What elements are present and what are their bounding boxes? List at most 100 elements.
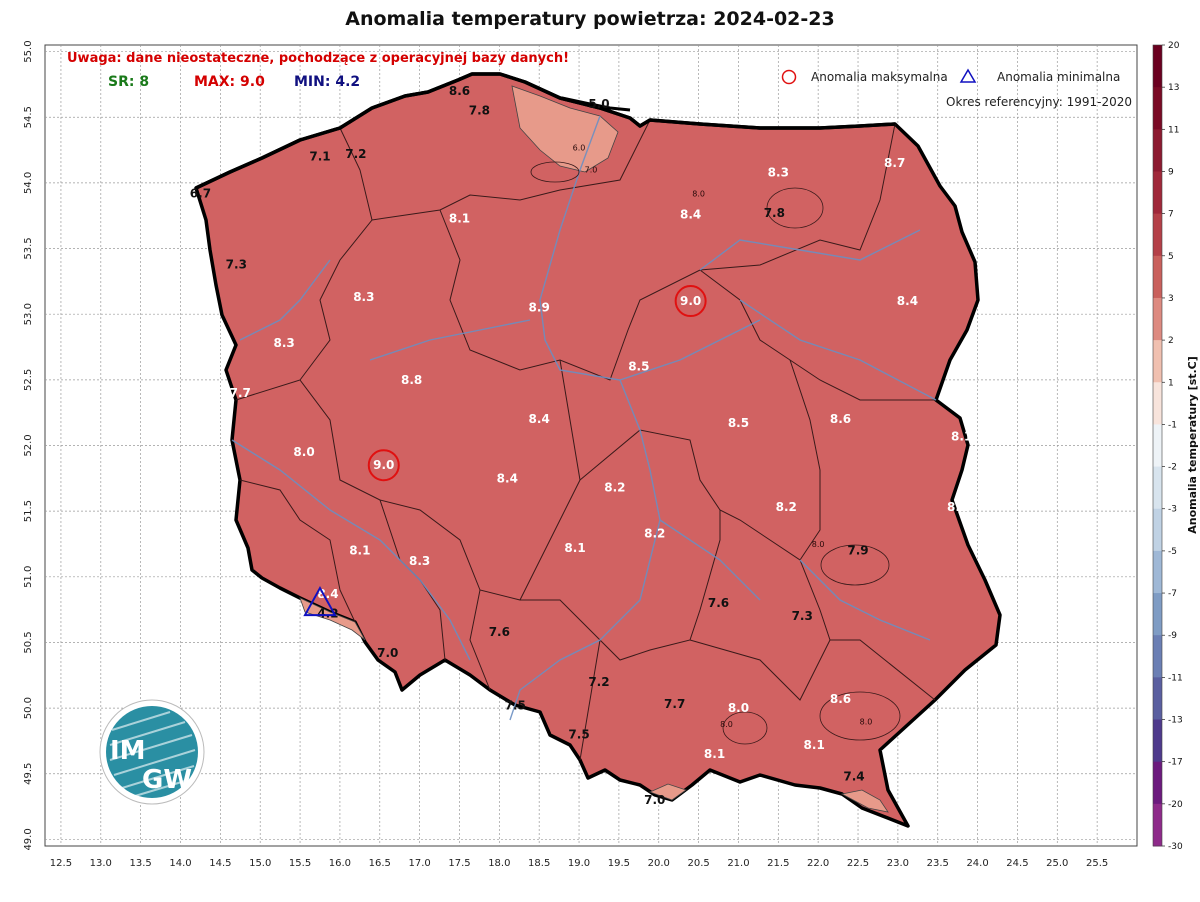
colorbar-segment [1153,213,1162,257]
colorbar-segment [1153,508,1162,552]
legend-min-label: Anomalia minimalna [997,70,1120,84]
anomaly-value-label: 8.4 [529,412,550,426]
colorbar-segment [1153,129,1162,172]
x-tick-label: 20.0 [648,858,670,869]
anomaly-value-label: 8.1 [951,429,972,443]
map-title: Anomalia temperatury powietrza: 2024-02-… [345,8,835,30]
anomaly-value-label: 5.0 [588,97,609,111]
anomaly-value-label: 8.4 [497,471,518,485]
y-tick-label: 50.5 [23,631,34,653]
anomaly-values: 8.67.8 5.07.1 7.26.78.38.77.88.48.17.38.38… [190,84,972,807]
anomaly-value-label: 7.5 [568,727,589,741]
x-tick-label: 16.5 [369,858,391,869]
colorbar-tick-label: 13 [1168,83,1179,93]
y-tick-label: 53.0 [23,303,34,325]
anomaly-value-label: 8.1 [349,544,370,558]
x-tick-label: 18.0 [488,858,510,869]
stat-min: MIN: 4.2 [294,74,360,90]
anomaly-value-label: 8.5 [628,360,649,374]
x-tick-label: 21.0 [727,858,749,869]
legend-max-label: Anomalia maksymalna [811,70,948,84]
colorbar-tick-label: 5 [1168,252,1174,262]
y-tick-label: 49.5 [23,763,34,785]
y-tick-label: 51.0 [23,566,34,588]
anomaly-value-label: 7.6 [708,596,729,610]
anomaly-value-label: 7.8 [764,206,785,220]
stat-mean: SR: 8 [108,74,149,90]
anomaly-value-label: 7.2 [345,147,366,161]
y-tick-label: 53.5 [23,237,34,259]
colorbar-tick-label: -11 [1168,673,1183,683]
anomaly-value-label: 7.5 [505,698,526,712]
anomaly-value-label: 8.9 [529,301,550,315]
x-tick-label: 24.0 [966,858,988,869]
colorbar-tick-label: -13 [1168,716,1183,726]
anomaly-value-label: 8.6 [449,84,470,98]
anomaly-value-label: 8.6 [830,412,851,426]
anomaly-value-label: 7.3 [226,257,247,271]
max-anomaly-value: 9.0 [680,294,701,308]
colorbar-tick-label: -9 [1168,631,1177,641]
longitude-ticks: 12.5 13.0 13.5 14.0 14.5 15.0 15.5 16.0 16.5 17.0… [50,858,1108,869]
logo-text-bottom: GW [142,765,192,795]
x-tick-label: 20.5 [687,858,709,869]
colorbar-tick-label: -3 [1168,505,1177,515]
isoline-labels: 8.0 8.0 8.0 8.0 7.0 6.0 [573,143,873,728]
anomaly-value-label: 8.0 [293,445,314,459]
max-anomaly-marker [674,285,707,318]
isoline-value-label: 8.0 [812,540,825,549]
anomaly-value-label: 7.9 [847,544,868,558]
isolines [530,161,901,745]
isoline-value-label: 6.0 [573,143,586,152]
isoline-value-label: 7.0 [585,166,598,175]
y-tick-label: 52.5 [23,369,34,391]
colorbar-segment [1153,171,1162,215]
imgw-logo: IM GW [99,699,205,805]
anomaly-value-label: 8.2 [947,500,968,514]
isoline-value-label: 8.0 [860,717,873,726]
x-tick-label: 24.5 [1006,858,1028,869]
y-tick-label: 51.5 [23,500,34,522]
max-anomaly-value: 9.0 [373,458,394,472]
x-tick-label: 21.5 [767,858,789,869]
colorbar: 20 13 11 9 7 5 3 2 1 -1 -2 -3 -5 -7 -9 -11 -13 -17 -20 -30 [1152,41,1183,852]
x-tick-label: 22.5 [847,858,869,869]
anomaly-value-label: 8.0 [728,701,749,715]
anomaly-value-label: 8.8 [401,373,422,387]
colorbar-tick-label: 1 [1168,378,1174,388]
colorbar-segment [1153,382,1162,425]
coastal-cooler-area [511,85,619,173]
reference-period: Okres referencyjny: 1991-2020 [946,95,1132,109]
colorbar-tick-label: -1 [1168,420,1177,430]
colorbar-segment [1153,255,1162,299]
x-tick-label: 19.5 [608,858,630,869]
y-tick-label: 49.0 [23,828,34,850]
x-tick-label: 13.0 [90,858,112,869]
colorbar-segment [1153,45,1162,88]
anomaly-value-label: 7.7 [664,697,685,711]
colorbar-tick-label: 20 [1168,41,1180,51]
anomaly-value-label: 8.6 [830,692,851,706]
colorbar-tick-label: 2 [1168,336,1174,346]
colorbar-tick-label: -17 [1168,758,1183,768]
anomaly-value-label: 8.1 [449,211,470,225]
x-tick-label: 17.5 [448,858,470,869]
colorbar-segment [1153,297,1162,341]
stat-max: MAX: 9.0 [194,74,265,90]
anomaly-value-label: 7.6 [489,625,510,639]
anomaly-value-label: 7.4 [843,769,864,783]
colorbar-tick-label: -5 [1168,547,1177,557]
anomaly-value-label: 8.4 [897,294,918,308]
anomaly-value-label: 8.1 [704,747,725,761]
bieszczady-cooler-area [840,789,889,813]
y-tick-label: 55.0 [23,40,34,62]
max-anomaly-marker [367,449,400,482]
y-tick-label: 54.0 [23,172,34,194]
min-marker-legend-icon [959,68,977,83]
y-tick-label: 52.0 [23,434,34,456]
anomaly-value-label: 7.3 [792,609,813,623]
anomaly-value-label: 7.1 [309,150,330,164]
colorbar-segment [1153,635,1162,678]
isoline-value-label: 8.0 [720,720,733,729]
